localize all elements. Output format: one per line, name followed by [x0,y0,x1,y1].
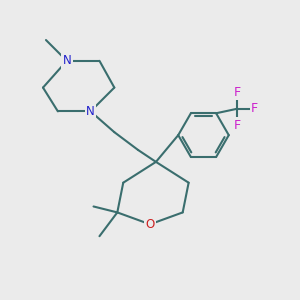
Text: F: F [233,86,241,99]
Text: O: O [146,218,154,231]
Text: N: N [62,54,71,67]
Text: F: F [233,118,241,132]
Text: N: N [86,105,95,118]
Text: F: F [251,102,258,115]
